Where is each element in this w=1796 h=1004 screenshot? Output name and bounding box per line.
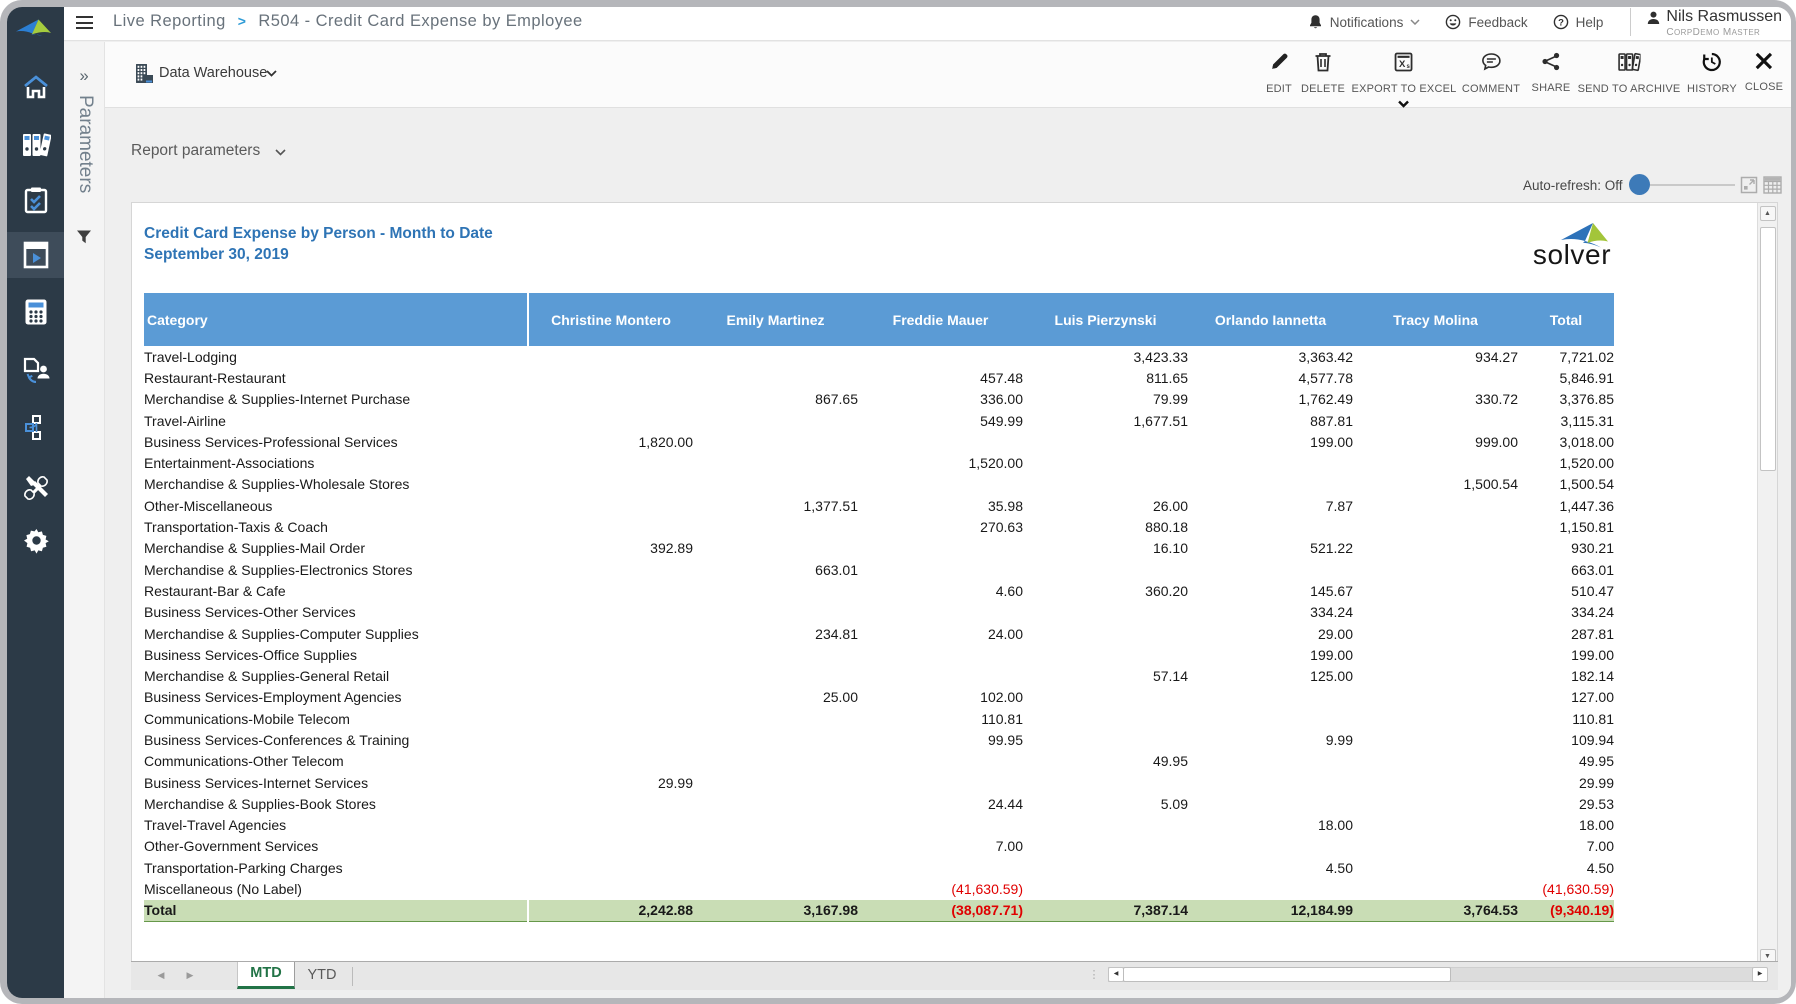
svg-text:?: ? bbox=[1558, 17, 1564, 28]
svg-text:X: X bbox=[1399, 59, 1406, 70]
svg-text:s: s bbox=[1407, 64, 1411, 70]
svg-text:solver: solver bbox=[1532, 239, 1610, 268]
